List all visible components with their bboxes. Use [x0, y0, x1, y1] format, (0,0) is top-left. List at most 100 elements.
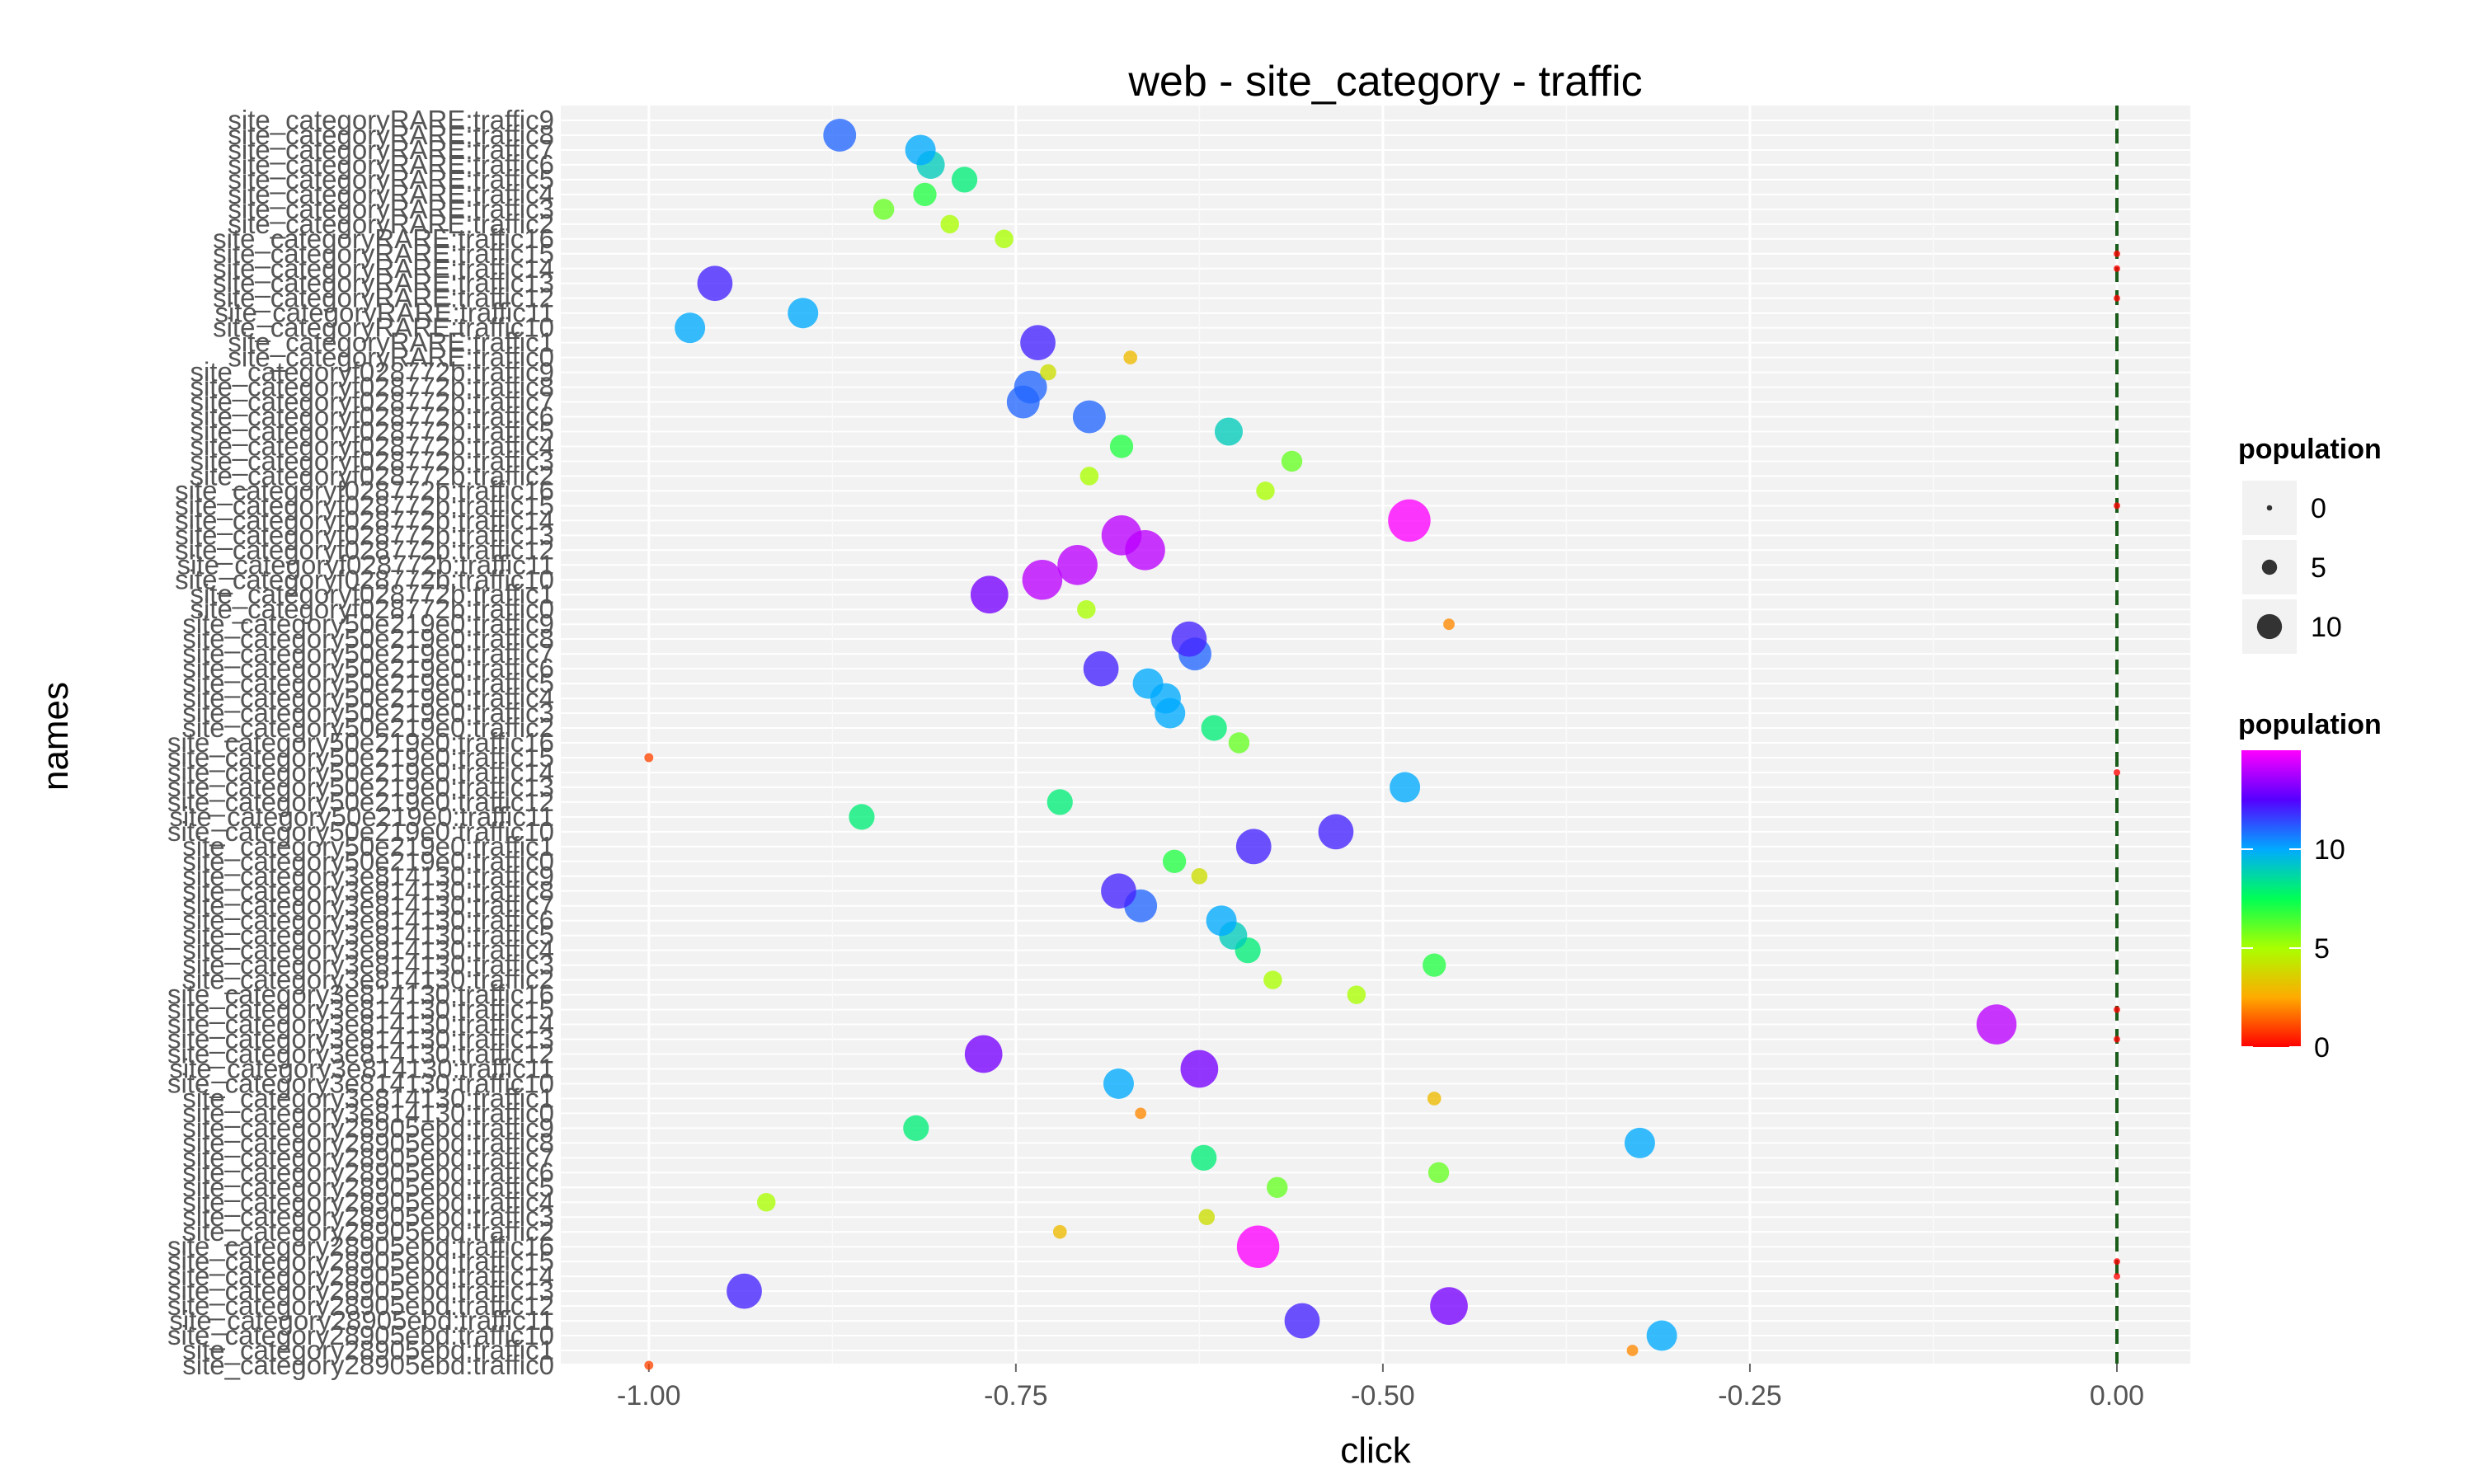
y-tick-label: site_categoryRARE:traffic7 [228, 134, 554, 165]
y-tick-label: site_categoryf028772b:traffic3 [190, 445, 554, 476]
data-point [1443, 618, 1455, 631]
size-legend-label: 10 [2311, 612, 2342, 643]
data-point [849, 804, 875, 830]
x-tick-labels: -1.00 -0.75 -0.50 -0.25 0.00 [617, 1364, 2144, 1411]
data-point [1072, 400, 1106, 434]
y-tick-label: site_category28905ebd:traffic12 [167, 1290, 554, 1321]
y-tick-label: site_category3e814130:traffic0 [182, 1097, 554, 1128]
data-point [1318, 814, 1354, 850]
y-tick-label: site_categoryf028772b:traffic1 [190, 579, 554, 609]
y-tick-label: site_category28905ebd:traffic7 [182, 1142, 554, 1172]
y-axis-title: names [35, 682, 76, 791]
y-tick-label: site_categoryf028772b:traffic11 [177, 549, 554, 580]
y-tick-label: site_category28905ebd:traffic15 [167, 1246, 554, 1276]
y-tick-label: site_category28905ebd:traffic10 [167, 1320, 554, 1350]
data-point [2113, 502, 2120, 510]
y-tick-label: site_category3e814130:traffic5 [182, 920, 554, 951]
y-tick-label: site_category50e219e0:traffic2 [182, 712, 554, 743]
y-tick-label: site_categoryRARE:traffic16 [213, 223, 554, 254]
y-tick-label: site_category50e219e0:traffic5 [182, 668, 554, 698]
y-tick-label: site_category3e814130:traffic13 [167, 1024, 554, 1054]
data-point [1191, 867, 1208, 885]
y-tick-label: site_category3e814130:traffic16 [167, 979, 554, 1010]
y-tick-label: site_category28905ebd:traffic4 [182, 1186, 554, 1217]
color-bar-label: 0 [2314, 1032, 2330, 1064]
x-axis-title: click [1340, 1430, 1412, 1471]
data-point [1077, 599, 1096, 619]
y-tick-label: site_category28905ebd:traffic9 [182, 1112, 554, 1143]
y-tick-label: site_categoryRARE:traffic9 [228, 105, 554, 135]
color-bar-label: 5 [2314, 933, 2330, 965]
data-point [1390, 772, 1421, 803]
data-point [905, 134, 936, 166]
y-tick-labels: site_category28905ebd:traffic0site_categ… [167, 105, 554, 1380]
data-point [1101, 873, 1136, 909]
data-point [823, 119, 857, 152]
y-tick-label: site_categoryRARE:traffic8 [228, 120, 554, 150]
data-point [2113, 1036, 2120, 1043]
data-point [1047, 789, 1073, 815]
data-point [1256, 481, 1275, 500]
y-tick-label: site_category50e219e0:traffic3 [182, 697, 554, 728]
data-point [1626, 1345, 1639, 1356]
y-tick-label: site_categoryf028772b:traffic16 [175, 475, 554, 505]
y-tick-label: site_category3e814130:traffic1 [182, 1082, 554, 1113]
y-tick-label: site_categoryf028772b:traffic4 [190, 430, 554, 461]
y-tick-label: site_category3e814130:traffic12 [167, 1039, 554, 1069]
color-bar [2241, 750, 2301, 1047]
color-legend-title: population [2238, 709, 2382, 740]
y-tick-label: site_category3e814130:traffic11 [169, 1053, 554, 1083]
data-point [1347, 985, 1366, 1004]
data-point [1057, 544, 1098, 585]
y-tick-label: site_category28905ebd:traffic1 [182, 1335, 554, 1365]
data-point [1162, 849, 1187, 873]
color-bar-label: 10 [2314, 834, 2345, 866]
data-point [2113, 250, 2120, 257]
data-point [1191, 1144, 1217, 1171]
size-legend-label: 0 [2311, 493, 2326, 524]
y-tick-label: site_category50e219e0:traffic9 [182, 608, 554, 639]
data-point [1083, 650, 1119, 687]
data-point [1198, 1209, 1216, 1226]
x-tick-label: 0.00 [2090, 1380, 2144, 1411]
y-tick-label: site_category28905ebd:traffic8 [182, 1127, 554, 1158]
y-tick-label: site_categoryRARE:traffic13 [213, 268, 554, 298]
data-point [1214, 417, 1244, 446]
data-point [872, 199, 895, 220]
data-point [2113, 294, 2120, 302]
y-tick-label: site_category28905ebd:traffic6 [182, 1157, 554, 1187]
y-tick-label: site_category50e219e0:traffic8 [182, 623, 554, 654]
data-point [644, 753, 654, 763]
data-point [1427, 1092, 1442, 1106]
y-tick-label: site_category28905ebd:traffic3 [182, 1201, 554, 1232]
y-tick-label: site_categoryRARE:traffic0 [228, 342, 554, 373]
y-tick-label: site_categoryRARE:traffic15 [213, 238, 554, 269]
y-tick-label: site_categoryf028772b:traffic9 [190, 357, 554, 387]
size-legend-key [2266, 505, 2273, 511]
data-point [1101, 515, 1142, 556]
data-point [940, 214, 959, 234]
data-point [913, 182, 937, 207]
data-point [1263, 970, 1282, 989]
y-tick-label: site_categoryf028772b:traffic5 [190, 416, 554, 447]
grid-lines [561, 106, 2190, 1366]
y-tick-label: site_categoryRARE:traffic5 [228, 164, 554, 195]
data-point [964, 1035, 1003, 1073]
data-point [1228, 732, 1250, 754]
data-point [1206, 905, 1237, 937]
y-tick-label: site_category50e219e0:traffic12 [167, 787, 554, 817]
y-tick-label: site_categoryf028772b:traffic12 [175, 534, 554, 565]
y-tick-label: site_category50e219e0:traffic7 [182, 638, 554, 669]
data-point [1427, 1162, 1450, 1184]
y-tick-label: site_category3e814130:traffic9 [182, 861, 554, 891]
data-point [2113, 1258, 2120, 1266]
y-tick-label: site_category3e814130:traffic6 [182, 905, 554, 936]
data-point [1132, 668, 1164, 699]
data-point [995, 229, 1014, 249]
y-tick-label: site_categoryRARE:traffic1 [228, 327, 554, 358]
y-tick-label: site_category28905ebd:traffic5 [182, 1172, 554, 1202]
data-point [1052, 1224, 1067, 1239]
y-tick-label: site_category28905ebd:traffic2 [182, 1216, 554, 1247]
y-tick-label: site_categoryRARE:traffic10 [213, 312, 554, 343]
y-tick-label: site_category3e814130:traffic7 [182, 890, 554, 921]
